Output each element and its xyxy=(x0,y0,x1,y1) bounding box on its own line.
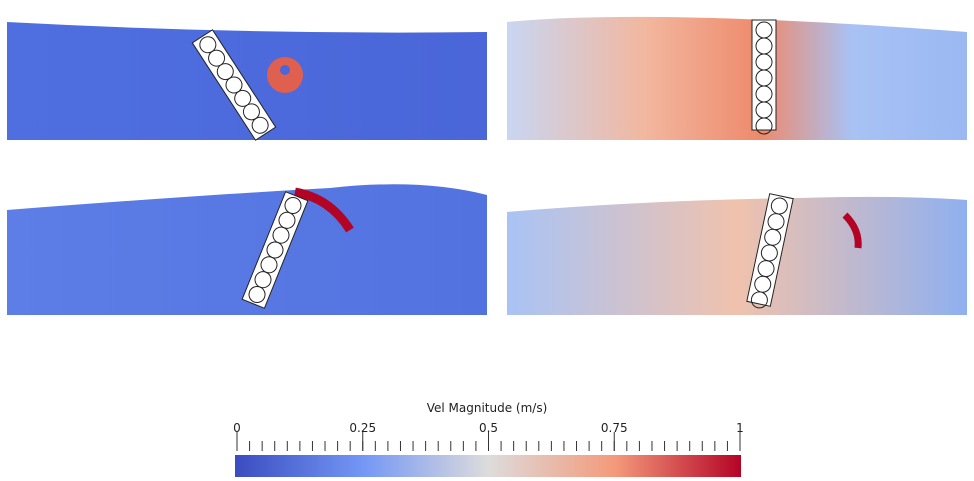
panel-bottom-right xyxy=(507,194,967,315)
colorbar-gradient xyxy=(235,455,741,477)
tick-label: 0.5 xyxy=(479,421,498,435)
tick-label: 0.25 xyxy=(349,421,376,435)
panel-bottom-left xyxy=(7,184,487,315)
tick-label: 0.75 xyxy=(601,421,628,435)
panel-top-left xyxy=(7,22,487,140)
panel-top-right xyxy=(507,17,967,140)
colorbar: Vel Magnitude (m/s) 0 0.25 0.5 0.75 1 xyxy=(233,401,744,477)
colorbar-title: Vel Magnitude (m/s) xyxy=(427,401,548,415)
tick-label: 1 xyxy=(736,421,744,435)
figure: Vel Magnitude (m/s) 0 0.25 0.5 0.75 1 xyxy=(0,0,974,477)
tick-label: 0 xyxy=(233,421,241,435)
